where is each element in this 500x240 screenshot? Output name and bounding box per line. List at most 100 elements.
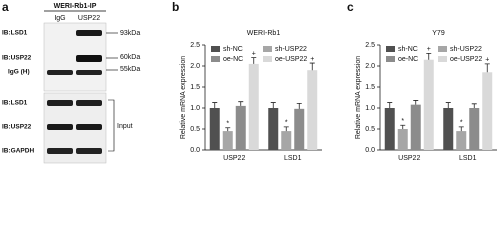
bar (384, 108, 395, 150)
legend-swatch (386, 46, 395, 52)
input-bracket (108, 99, 115, 152)
legend-swatch (386, 56, 395, 62)
band (47, 70, 73, 75)
band (47, 100, 73, 106)
band (76, 124, 102, 130)
significance-mark: + (485, 57, 489, 64)
band (76, 55, 102, 62)
lane-label: USP22 (78, 15, 100, 22)
ip-header: WERI-Rb1-IP (54, 3, 97, 10)
legend-label: oe-NC (223, 56, 243, 63)
legend-swatch (438, 46, 447, 52)
x-tick-label: USP22 (223, 155, 245, 162)
figure: a WERI-Rb1-IP IgG USP22 IB:LSD1 IB:USP22… (2, 0, 497, 164)
legend-label: sh-NC (223, 46, 243, 53)
y-tick-label: 0.0 (190, 147, 200, 154)
legend-label: oe-NC (398, 56, 418, 63)
band (76, 30, 102, 36)
band (47, 148, 73, 154)
error-bar (225, 127, 231, 132)
legend-label: oe-USP22 (275, 56, 307, 63)
band (47, 124, 73, 130)
significance-mark: + (252, 50, 256, 57)
page: a WERI-Rb1-IP IgG USP22 IB:LSD1 IB:USP22… (2, 0, 497, 164)
bar (307, 70, 318, 150)
bar (423, 59, 434, 151)
error-bar (238, 101, 244, 106)
legend-swatch (211, 56, 220, 62)
row-label: IB:USP22 (2, 124, 32, 131)
error-bar (212, 102, 218, 108)
x-tick-label: LSD1 (284, 155, 302, 162)
lane-label: IgG (54, 15, 65, 22)
row-label: IB:USP22 (2, 55, 32, 62)
significance-mark: * (226, 121, 229, 128)
bar (209, 108, 220, 150)
panel-letter: b (172, 0, 179, 14)
error-bar (413, 100, 419, 105)
error-bar (251, 57, 257, 64)
error-bar (458, 126, 464, 132)
bar (469, 108, 480, 150)
y-tick-label: 0.5 (365, 126, 375, 133)
marker-label: 60kDa (120, 54, 140, 61)
band (76, 148, 102, 154)
y-axis-label: Relative mRNA expression (355, 56, 362, 139)
y-tick-label: 2.5 (190, 42, 200, 49)
y-tick-label: 2.0 (190, 63, 200, 70)
input-label: Input (117, 123, 133, 130)
bar (410, 104, 421, 150)
bar (397, 129, 408, 150)
y-axis-label: Relative mRNA expression (180, 56, 187, 139)
y-tick-label: 0.0 (365, 147, 375, 154)
y-tick-label: 1.0 (365, 105, 375, 112)
error-bar (283, 126, 289, 132)
error-bar (400, 124, 406, 129)
band (76, 70, 102, 75)
row-label: IB:LSD1 (2, 100, 28, 107)
bar (268, 108, 279, 150)
error-bar (296, 102, 302, 109)
error-bar (270, 102, 276, 108)
marker-label: 55kDa (120, 66, 140, 73)
legend-swatch (438, 56, 447, 62)
bar (443, 108, 454, 150)
legend-swatch (263, 56, 272, 62)
significance-mark: * (285, 120, 288, 127)
band (76, 100, 102, 106)
chart-title: WERI-Rb1 (247, 30, 281, 37)
error-bar (387, 102, 393, 108)
x-tick-label: USP22 (398, 155, 420, 162)
y-tick-label: 2.0 (365, 63, 375, 70)
significance-mark: * (460, 120, 463, 127)
error-bar (445, 102, 451, 108)
y-tick-label: 1.5 (190, 84, 200, 91)
panel-letter: a (2, 0, 9, 14)
row-label: IgG (H) (8, 69, 30, 76)
significance-mark: + (310, 56, 314, 63)
row-label: IB:GAPDH (2, 148, 34, 155)
legend-label: sh-NC (398, 46, 418, 53)
legend-label: sh-USP22 (450, 46, 482, 53)
error-bar (471, 103, 477, 108)
y-tick-label: 2.5 (365, 42, 375, 49)
y-tick-label: 0.5 (190, 126, 200, 133)
legend-swatch (211, 46, 220, 52)
bar (281, 131, 292, 150)
significance-mark: * (401, 118, 404, 125)
error-bar (309, 62, 315, 71)
bar (482, 72, 493, 150)
error-bar (426, 53, 432, 60)
legend-swatch (263, 46, 272, 52)
significance-mark: + (427, 46, 431, 53)
bar (248, 63, 259, 150)
chart-title: Y79 (432, 30, 445, 37)
row-label: IB:LSD1 (2, 30, 28, 37)
bar (294, 108, 305, 150)
legend-label: sh-USP22 (275, 46, 307, 53)
bar (456, 131, 467, 150)
panel-letter: c (347, 0, 354, 14)
marker-label: 93kDa (120, 30, 140, 37)
y-tick-label: 1.5 (365, 84, 375, 91)
legend-label: oe-USP22 (450, 56, 482, 63)
